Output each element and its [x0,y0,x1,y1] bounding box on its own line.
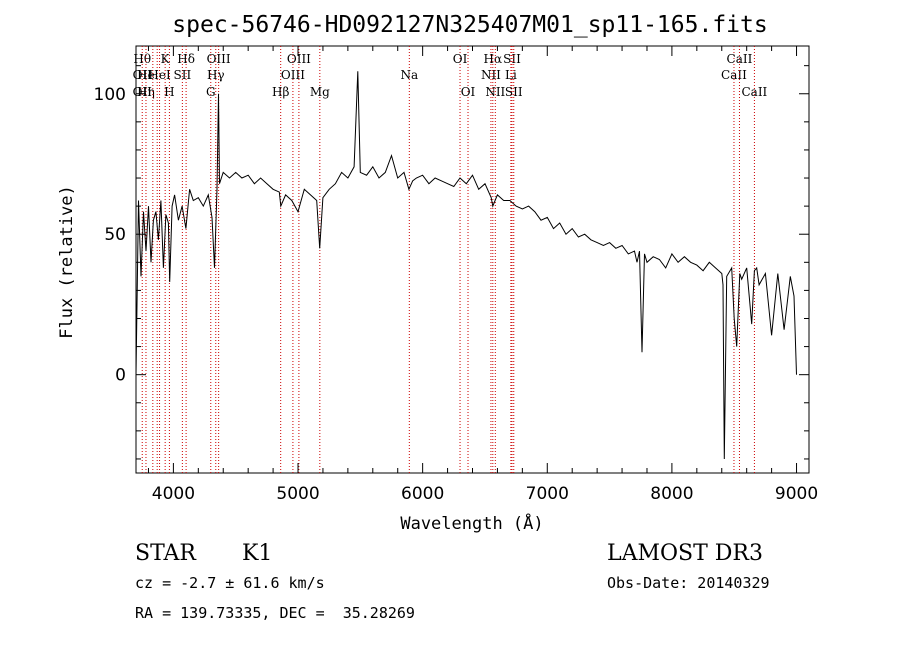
marker-label: SII [503,52,521,66]
y-axis-label: Flux (relative) [57,185,77,339]
obs-date: Obs-Date: 20140329 [607,574,770,592]
marker-label: SII [505,85,523,99]
marker-label: NII [485,85,505,99]
marker-label: Li [505,68,517,82]
marker-label: G [206,85,216,99]
marker-label: OI [461,85,476,99]
survey-name: LAMOST DR3 [607,541,763,566]
marker-label: He [137,68,155,82]
chart-title: spec-56746-HD092127N325407M01_sp11-165.f… [172,12,767,38]
marker-label: K [161,52,171,66]
x-tick-label: 7000 [526,484,569,504]
x-axis-label: Wavelength (Å) [400,512,543,534]
marker-label: Hγ [207,68,225,82]
marker-label: OII [133,85,153,99]
spectrum-chart: spec-56746-HD092127N325407M01_sp11-165.f… [57,12,818,534]
marker-label: Hα [484,52,503,66]
plot-frame [135,45,810,474]
spectrum-line [135,71,797,460]
redshift-cz: cz = -2.7 ± 61.6 km/s [135,574,325,592]
x-tick-label: 5000 [276,484,319,504]
marker-label: CaII [721,68,747,82]
x-tick-label: 4000 [152,484,195,504]
marker-label: HeI [148,68,171,82]
marker-label: SII [174,68,192,82]
x-tick-label: 6000 [401,484,444,504]
marker-label: Hδ [177,52,195,66]
x-tick-label: 8000 [650,484,693,504]
marker-label: OIII [281,68,305,82]
y-tick-label: 100 [94,85,126,105]
marker-label: Mg [310,85,330,99]
marker-label: OIII [207,52,231,66]
axes: 4000 5000 6000 7000 8000 9000 0 50 100 [94,46,818,504]
marker-label: Na [400,68,418,82]
marker-label: Hθ [133,52,151,66]
marker-label: OIII [287,52,311,66]
marker-label: OI [453,52,468,66]
marker-label: Hβ [272,85,289,99]
y-tick-label: 50 [104,225,126,245]
marker-label: CaII [741,85,767,99]
marker-label: H [164,85,174,99]
y-tick-label: 0 [115,366,126,386]
object-subclass: K1 [242,541,273,566]
marker-label: OII [133,68,153,82]
coordinates: RA = 139.73335, DEC = 35.28269 [135,604,415,622]
marker-label: CaII [727,52,753,66]
marker-label: Hη [137,85,155,99]
object-class: STAR [135,541,196,566]
line-markers: HθOIIOIIHeHηHeIKHSIIHδGHγOIIIHβOIIIOIIIM… [133,46,768,473]
marker-label: NII [481,68,501,82]
x-tick-label: 9000 [775,484,818,504]
